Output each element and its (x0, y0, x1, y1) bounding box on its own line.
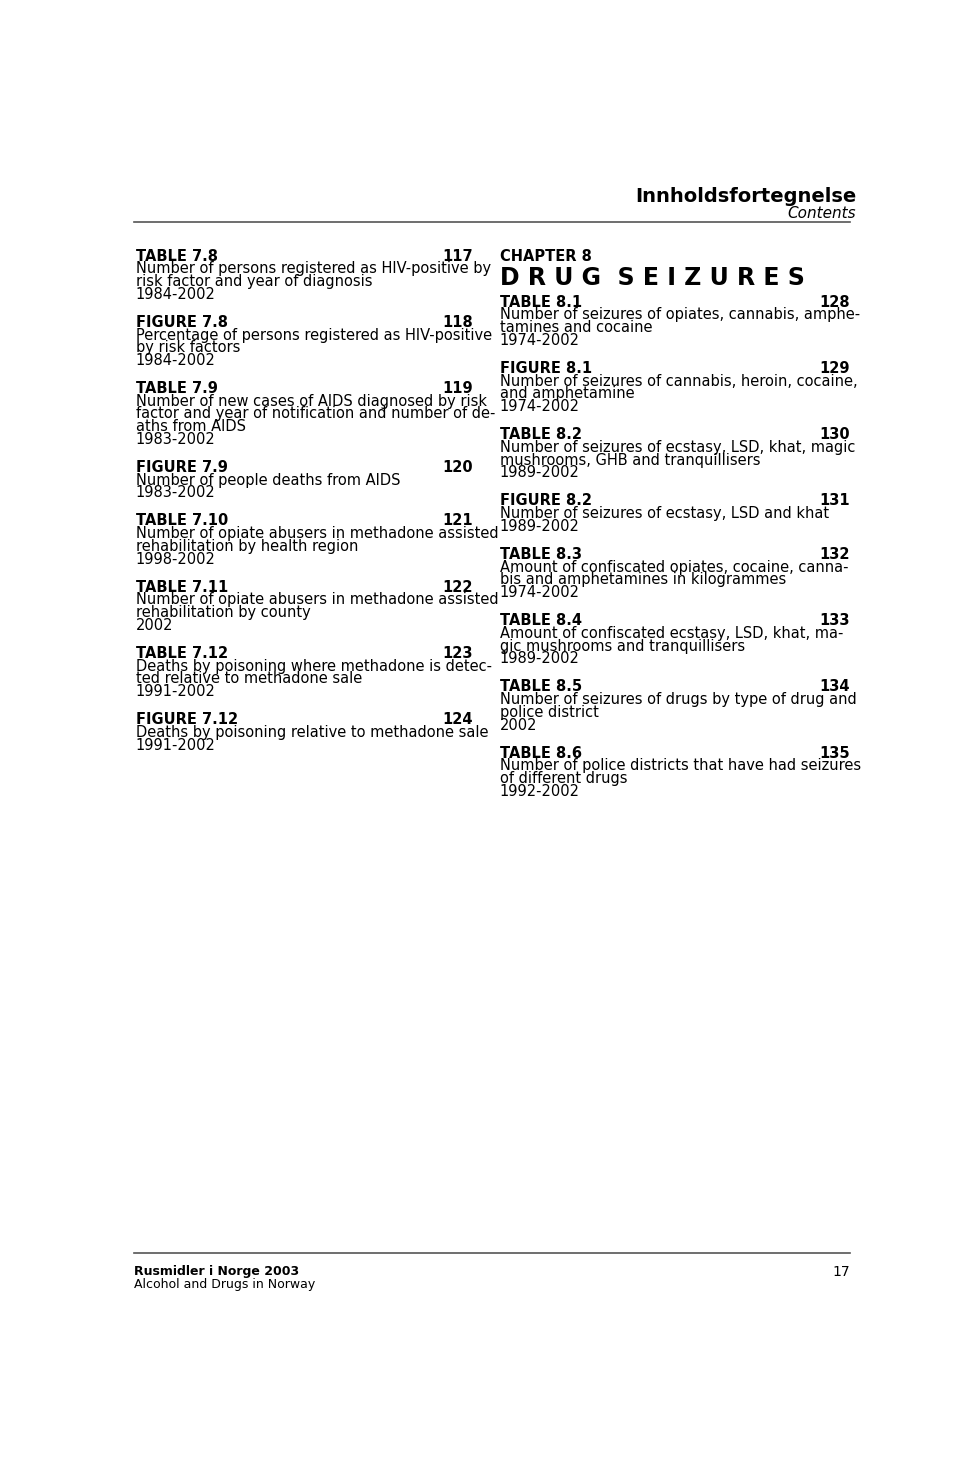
Text: 1998-2002: 1998-2002 (135, 551, 215, 567)
Text: 2002: 2002 (500, 718, 538, 732)
Text: Amount of confiscated opiates, cocaine, canna-: Amount of confiscated opiates, cocaine, … (500, 560, 849, 575)
Text: 120: 120 (442, 461, 472, 475)
Text: 1974-2002: 1974-2002 (500, 585, 580, 599)
Text: rehabilitation by county: rehabilitation by county (135, 605, 310, 620)
Text: 124: 124 (443, 712, 472, 727)
Text: Number of police districts that have had seizures: Number of police districts that have had… (500, 759, 861, 773)
Text: FIGURE 7.12: FIGURE 7.12 (135, 712, 238, 727)
Text: 17: 17 (832, 1265, 850, 1279)
Text: TABLE 7.10: TABLE 7.10 (135, 513, 228, 528)
Text: Number of seizures of drugs by type of drug and: Number of seizures of drugs by type of d… (500, 692, 856, 708)
Text: and amphetamine: and amphetamine (500, 386, 635, 402)
Text: 1992-2002: 1992-2002 (500, 784, 580, 798)
Text: FIGURE 7.8: FIGURE 7.8 (135, 314, 228, 330)
Text: Contents: Contents (787, 206, 856, 221)
Text: TABLE 8.4: TABLE 8.4 (500, 613, 582, 629)
Text: Number of persons registered as HIV-positive by: Number of persons registered as HIV-posi… (135, 262, 491, 276)
Text: 123: 123 (443, 646, 472, 661)
Text: by risk factors: by risk factors (135, 341, 240, 355)
Text: FIGURE 8.2: FIGURE 8.2 (500, 494, 591, 509)
Text: Number of seizures of opiates, cannabis, amphe-: Number of seizures of opiates, cannabis,… (500, 307, 860, 323)
Text: 118: 118 (442, 314, 472, 330)
Text: TABLE 7.9: TABLE 7.9 (135, 382, 217, 396)
Text: Number of opiate abusers in methadone assisted: Number of opiate abusers in methadone as… (135, 526, 498, 541)
Text: 135: 135 (820, 746, 850, 760)
Text: Deaths by poisoning relative to methadone sale: Deaths by poisoning relative to methadon… (135, 725, 488, 740)
Text: 134: 134 (820, 680, 850, 694)
Text: 1983-2002: 1983-2002 (135, 485, 215, 500)
Text: risk factor and year of diagnosis: risk factor and year of diagnosis (135, 273, 372, 289)
Text: TABLE 8.6: TABLE 8.6 (500, 746, 582, 760)
Text: 132: 132 (820, 547, 850, 561)
Text: Amount of confiscated ecstasy, LSD, khat, ma-: Amount of confiscated ecstasy, LSD, khat… (500, 626, 843, 640)
Text: Number of new cases of AIDS diagnosed by risk: Number of new cases of AIDS diagnosed by… (135, 393, 487, 409)
Text: TABLE 7.12: TABLE 7.12 (135, 646, 228, 661)
Text: Number of seizures of ecstasy, LSD, khat, magic: Number of seizures of ecstasy, LSD, khat… (500, 440, 855, 455)
Text: 119: 119 (442, 382, 472, 396)
Text: 1989-2002: 1989-2002 (500, 519, 580, 534)
Text: 122: 122 (443, 580, 472, 595)
Text: D R U G  S E I Z U R E S: D R U G S E I Z U R E S (500, 266, 804, 289)
Text: 133: 133 (820, 613, 850, 629)
Text: TABLE 8.2: TABLE 8.2 (500, 427, 582, 442)
Text: ted relative to methadone sale: ted relative to methadone sale (135, 671, 362, 686)
Text: 1974-2002: 1974-2002 (500, 333, 580, 348)
Text: Number of seizures of ecstasy, LSD and khat: Number of seizures of ecstasy, LSD and k… (500, 506, 828, 520)
Text: Number of people deaths from AIDS: Number of people deaths from AIDS (135, 472, 400, 488)
Text: Number of seizures of cannabis, heroin, cocaine,: Number of seizures of cannabis, heroin, … (500, 374, 857, 389)
Text: gic mushrooms and tranquillisers: gic mushrooms and tranquillisers (500, 639, 745, 654)
Text: mushrooms, GHB and tranquillisers: mushrooms, GHB and tranquillisers (500, 453, 760, 468)
Text: Rusmidler i Norge 2003: Rusmidler i Norge 2003 (134, 1265, 300, 1278)
Text: Deaths by poisoning where methadone is detec-: Deaths by poisoning where methadone is d… (135, 658, 492, 674)
Text: Percentage of persons registered as HIV-positive: Percentage of persons registered as HIV-… (135, 327, 492, 342)
Text: Number of opiate abusers in methadone assisted: Number of opiate abusers in methadone as… (135, 592, 498, 607)
Text: FIGURE 7.9: FIGURE 7.9 (135, 461, 228, 475)
Text: tamines and cocaine: tamines and cocaine (500, 320, 652, 335)
Text: TABLE 8.5: TABLE 8.5 (500, 680, 582, 694)
Text: 1989-2002: 1989-2002 (500, 465, 580, 481)
Text: 2002: 2002 (135, 618, 173, 633)
Text: 1991-2002: 1991-2002 (135, 684, 215, 699)
Text: 1983-2002: 1983-2002 (135, 431, 215, 447)
Text: TABLE 8.3: TABLE 8.3 (500, 547, 582, 561)
Text: 130: 130 (820, 427, 850, 442)
Text: factor and year of notification and number of de-: factor and year of notification and numb… (135, 406, 494, 421)
Text: bis and amphetamines in kilogrammes: bis and amphetamines in kilogrammes (500, 573, 786, 588)
Text: Innholdsfortegnelse: Innholdsfortegnelse (635, 187, 856, 206)
Text: of different drugs: of different drugs (500, 770, 627, 787)
Text: 117: 117 (442, 249, 472, 263)
Text: police district: police district (500, 705, 599, 719)
Text: 128: 128 (820, 295, 850, 310)
Text: TABLE 7.8: TABLE 7.8 (135, 249, 218, 263)
Text: aths from AIDS: aths from AIDS (135, 420, 246, 434)
Text: 129: 129 (820, 361, 850, 376)
Text: 1991-2002: 1991-2002 (135, 737, 215, 753)
Text: 121: 121 (442, 513, 472, 528)
Text: Alcohol and Drugs in Norway: Alcohol and Drugs in Norway (134, 1278, 315, 1291)
Text: 1984-2002: 1984-2002 (135, 287, 215, 301)
Text: 1984-2002: 1984-2002 (135, 352, 215, 368)
Text: CHAPTER 8: CHAPTER 8 (500, 249, 591, 263)
Text: 1989-2002: 1989-2002 (500, 651, 580, 667)
Text: TABLE 7.11: TABLE 7.11 (135, 580, 228, 595)
Text: 1974-2002: 1974-2002 (500, 399, 580, 414)
Text: 131: 131 (820, 494, 850, 509)
Text: FIGURE 8.1: FIGURE 8.1 (500, 361, 592, 376)
Text: rehabilitation by health region: rehabilitation by health region (135, 539, 358, 554)
Text: TABLE 8.1: TABLE 8.1 (500, 295, 582, 310)
